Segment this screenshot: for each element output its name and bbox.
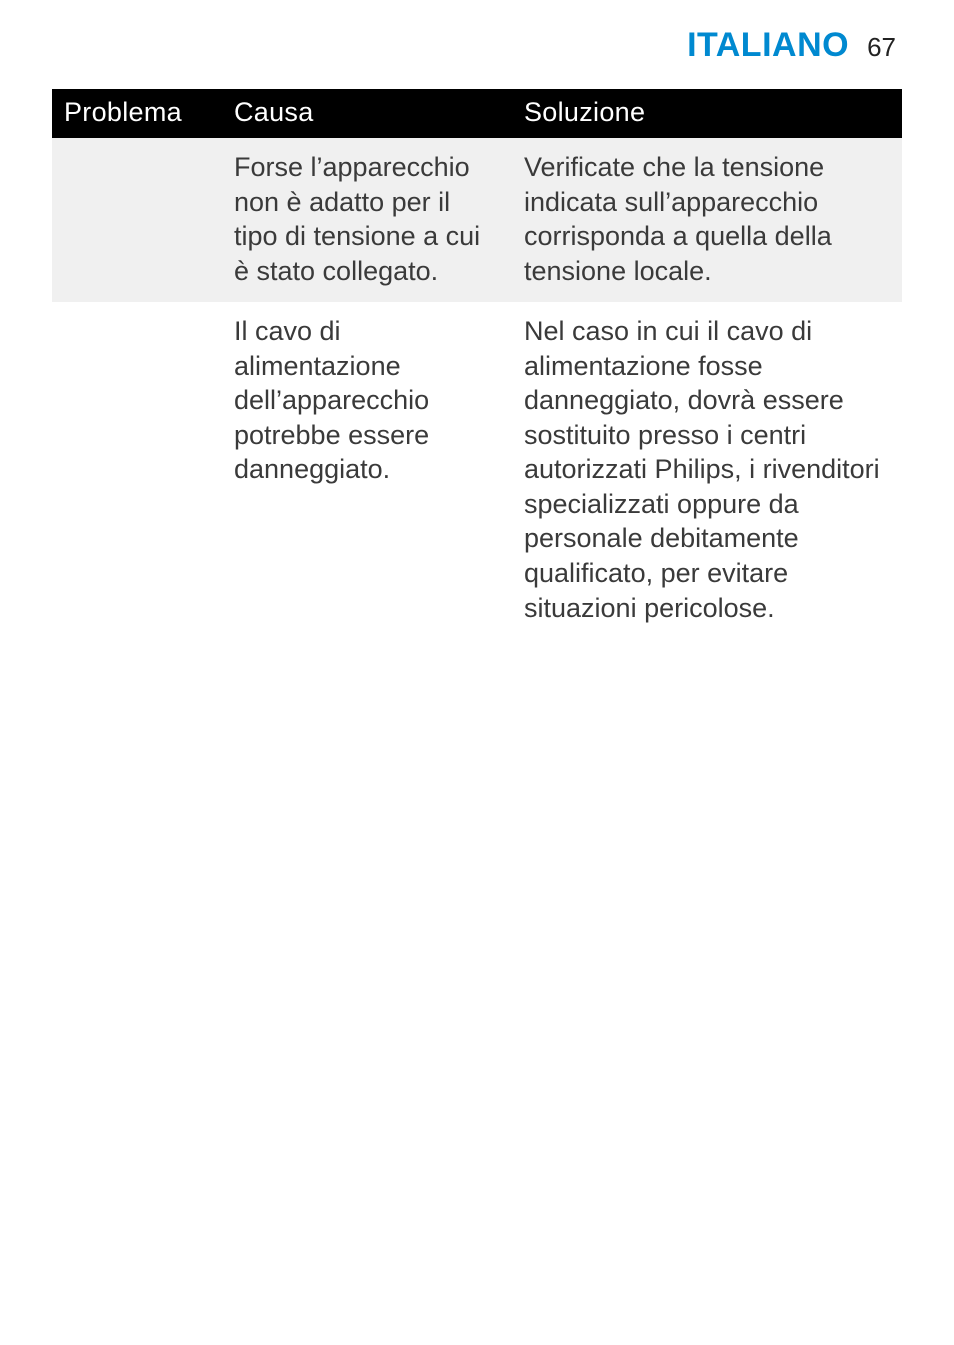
cell-problema	[52, 302, 222, 639]
table-row: Forse l’apparecchio non è adatto per il …	[52, 138, 902, 302]
col-header-causa: Causa	[222, 89, 512, 138]
cell-soluzione: Verificate che la tensione indicata sull…	[512, 138, 902, 302]
cell-problema	[52, 138, 222, 302]
col-header-soluzione: Soluzione	[512, 89, 902, 138]
col-header-problema: Problema	[52, 89, 222, 138]
cell-soluzione: Nel caso in cui il cavo di alimentazione…	[512, 302, 902, 639]
cell-causa: Forse l’apparecchio non è adatto per il …	[222, 138, 512, 302]
page-header: ITALIANO 67	[52, 26, 902, 65]
cell-causa: Il cavo di alimentazione dell’apparecchi…	[222, 302, 512, 639]
section-title: ITALIANO	[687, 26, 849, 65]
table-header: Problema Causa Soluzione	[52, 89, 902, 138]
table-row: Il cavo di alimentazione dell’apparecchi…	[52, 302, 902, 639]
troubleshoot-table: Problema Causa Soluzione Forse l’apparec…	[52, 89, 902, 639]
page-number: 67	[867, 32, 896, 63]
page: ITALIANO 67 Problema Causa Soluzione For…	[0, 0, 954, 1345]
